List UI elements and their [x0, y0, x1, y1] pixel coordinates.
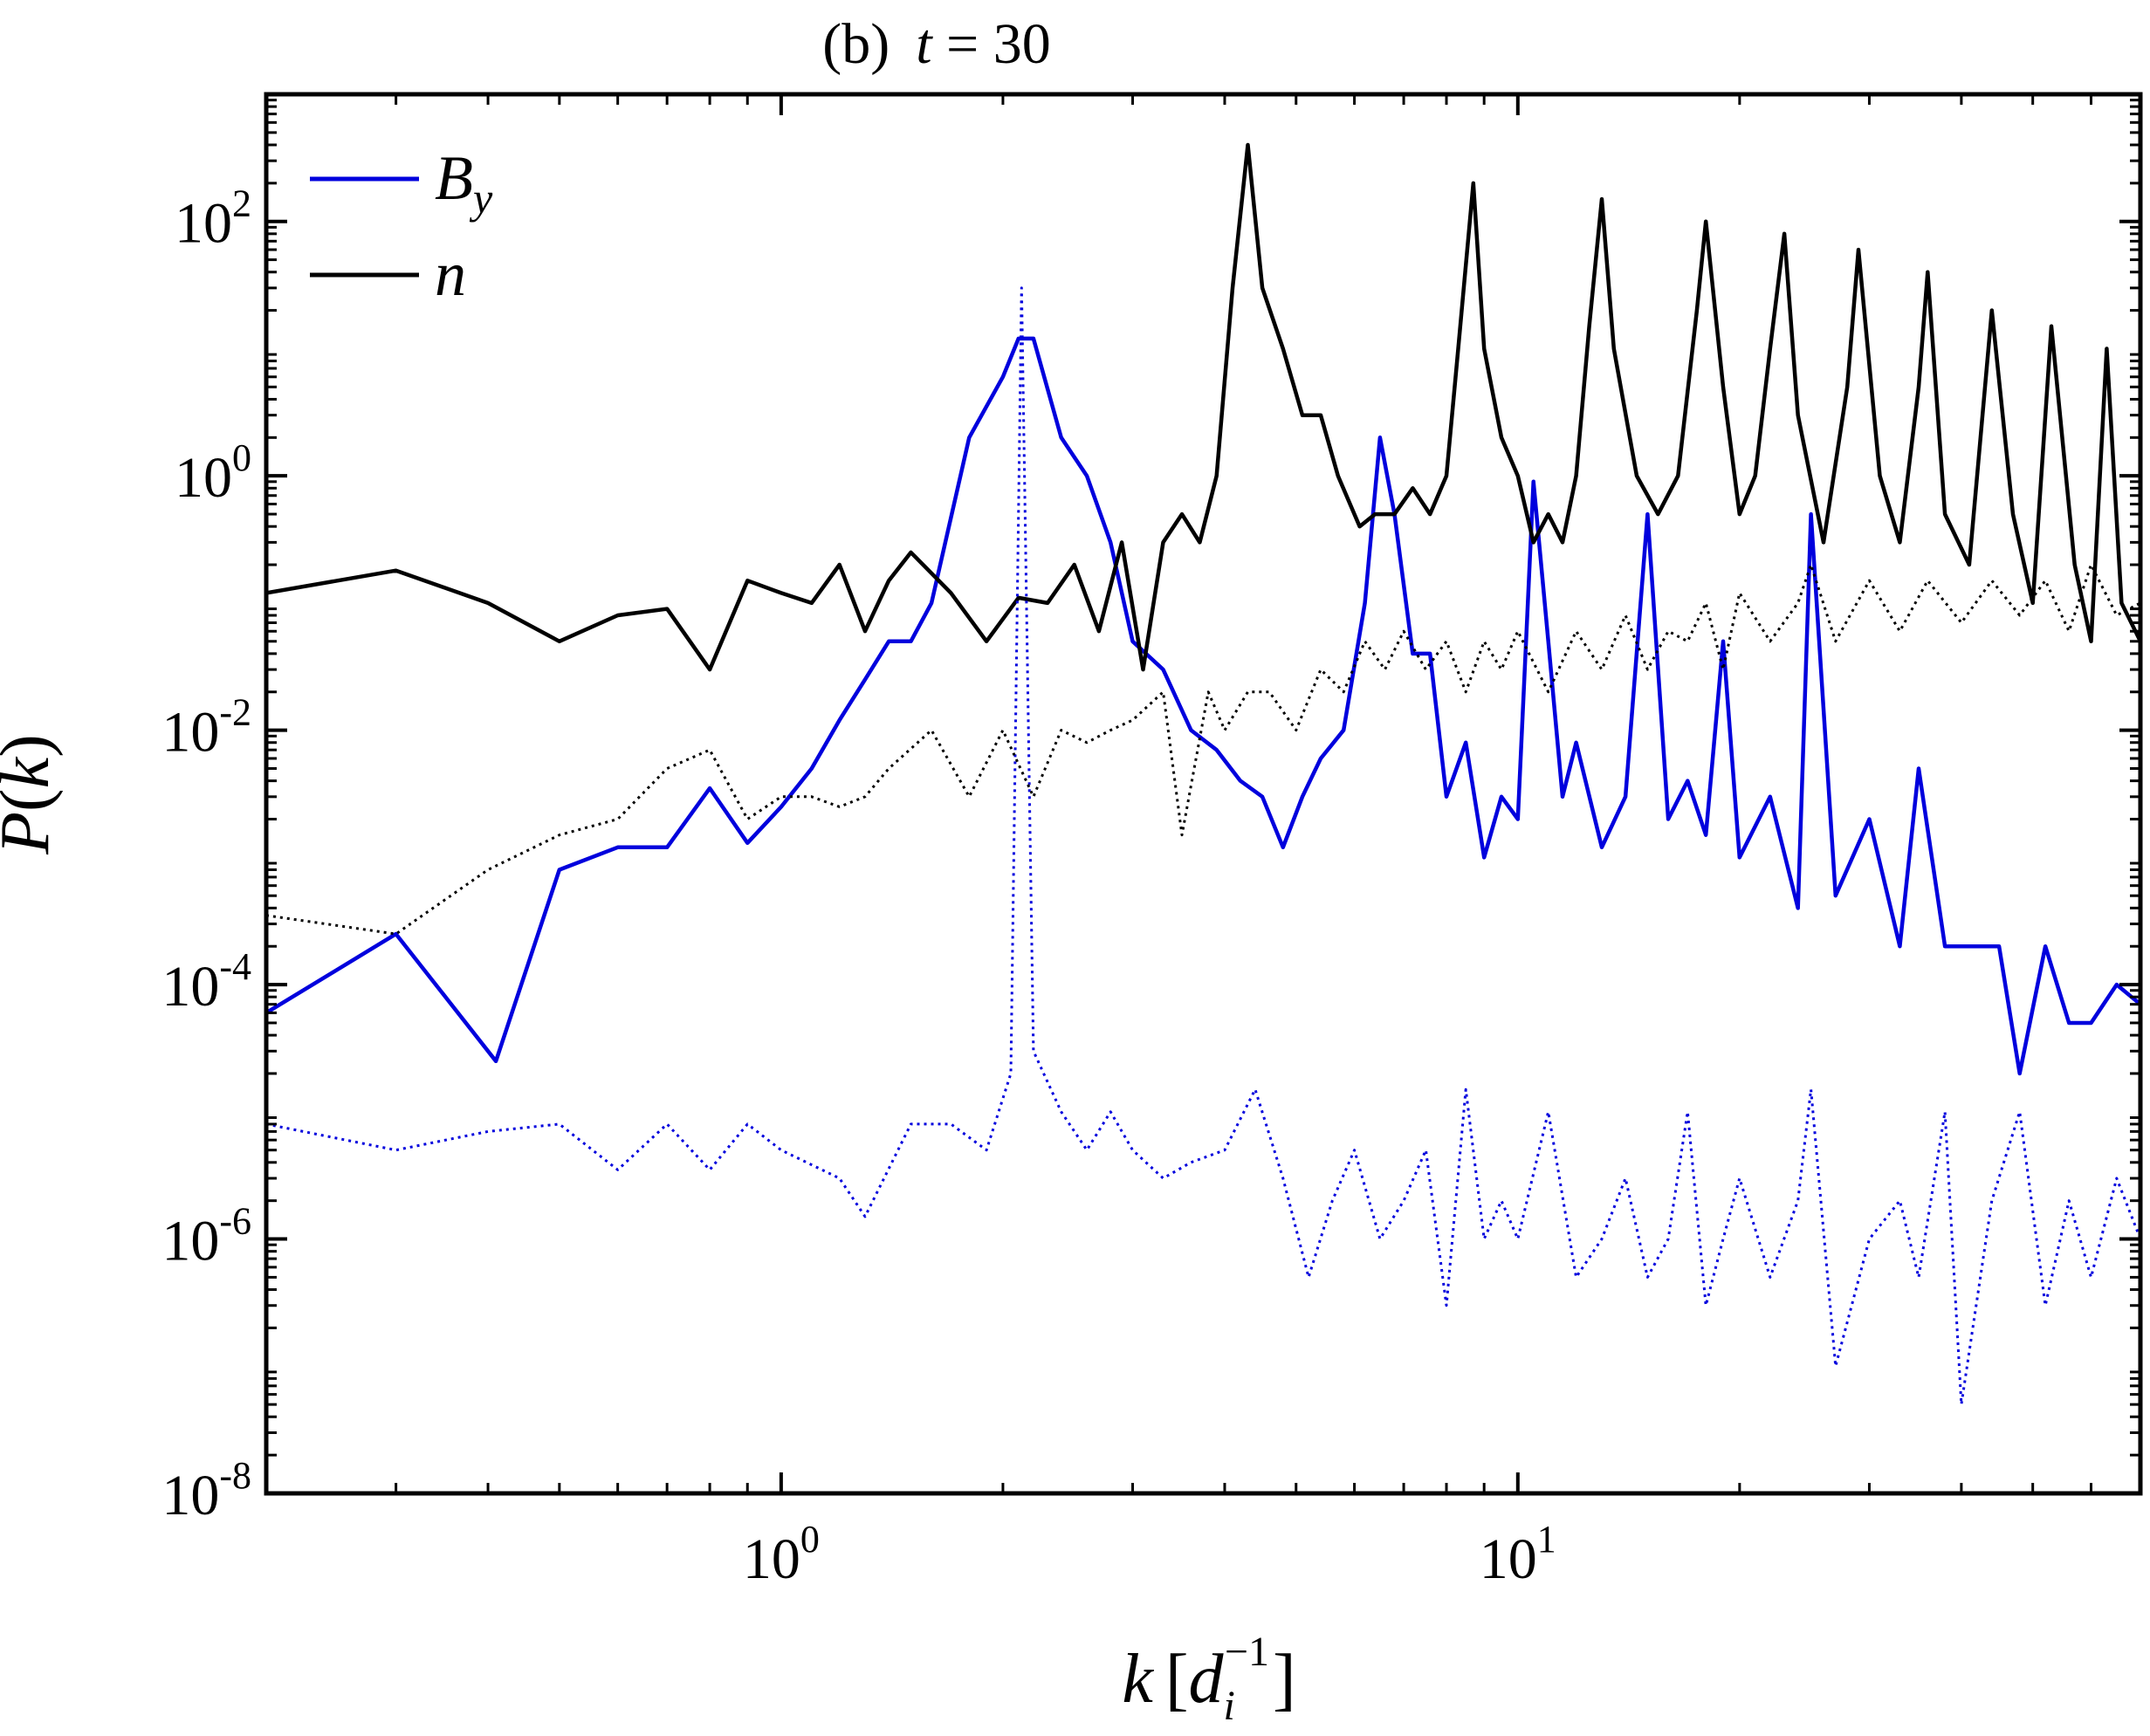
plot-frame — [264, 92, 2143, 1496]
y-tick-label-1: 10-6 — [161, 1200, 251, 1273]
chart-title-eq: = 30 — [932, 12, 1051, 76]
x-axis-title-sub: i — [1224, 1683, 1235, 1729]
legend-label-n: n — [435, 239, 466, 309]
x-tick-label-0: 100 — [743, 1518, 820, 1591]
x-tick-label-base-1: 10 — [1480, 1527, 1537, 1591]
plot-area — [264, 92, 2143, 1496]
y-tick-label-3: 10-2 — [161, 691, 251, 765]
x-axis-title-close: ] — [1273, 1641, 1296, 1718]
x-tick-labels: 100 101 — [743, 1518, 1556, 1591]
series-line-3 — [266, 563, 2140, 936]
y-tick-label-exp-0: -8 — [219, 1454, 251, 1497]
x-tick-label-base-0: 10 — [743, 1527, 800, 1591]
chart-title-label: (b) — [822, 12, 890, 76]
legend-label-n-base: n — [435, 239, 466, 309]
x-axis-title-base: d — [1189, 1641, 1225, 1718]
y-tick-label-base-4: 10 — [175, 446, 232, 510]
chart-title-var: t — [916, 12, 933, 76]
x-axis-title-var: k — [1122, 1641, 1154, 1718]
x-tick-label-exp-0: 0 — [800, 1518, 820, 1561]
major-tick-layer — [266, 94, 2140, 1495]
chart-title: (b) t = 30 — [822, 12, 1051, 76]
y-axis-title: P(k) — [0, 734, 64, 855]
series-layer — [266, 142, 2140, 1406]
legend-label-b-y-sub: y — [469, 174, 493, 223]
y-axis-title-close: ) — [0, 734, 64, 758]
y-tick-label-0: 10-8 — [161, 1454, 251, 1527]
legend: By n — [310, 143, 493, 309]
x-axis-title-open: [ — [1165, 1641, 1189, 1718]
y-tick-label-4: 100 — [175, 436, 251, 510]
y-tick-label-2: 10-4 — [161, 945, 251, 1019]
y-tick-label-exp-1: -6 — [219, 1200, 251, 1243]
y-tick-label-exp-2: -4 — [219, 945, 251, 988]
y-tick-label-base-0: 10 — [161, 1464, 219, 1527]
legend-label-b-y-base: B — [435, 143, 473, 213]
y-tick-label-base-1: 10 — [161, 1210, 219, 1273]
y-tick-label-base-3: 10 — [161, 701, 219, 765]
y-tick-label-base-2: 10 — [161, 955, 219, 1019]
y-tick-label-base-5: 10 — [175, 192, 232, 256]
x-tick-label-1: 101 — [1480, 1518, 1556, 1591]
y-axis-title-open: ( — [0, 788, 64, 812]
x-tick-label-exp-1: 1 — [1537, 1518, 1556, 1561]
legend-label-b-y: By — [435, 143, 493, 223]
y-axis-title-name: P — [0, 812, 64, 855]
x-axis-title-sup: −1 — [1225, 1629, 1269, 1675]
y-tick-label-exp-5: 2 — [232, 182, 251, 225]
series-line-1 — [266, 142, 2140, 672]
y-tick-label-exp-3: -2 — [219, 691, 251, 734]
y-axis-title-var: k — [0, 756, 64, 788]
y-tick-label-5: 102 — [175, 182, 251, 256]
minor-tick-layer — [266, 94, 2140, 1493]
y-tick-label-exp-4: 0 — [232, 436, 251, 479]
series-line-2 — [266, 286, 2140, 1406]
series-line-0 — [266, 336, 2140, 1076]
x-axis-title: k [di −1] — [1122, 1629, 1295, 1729]
